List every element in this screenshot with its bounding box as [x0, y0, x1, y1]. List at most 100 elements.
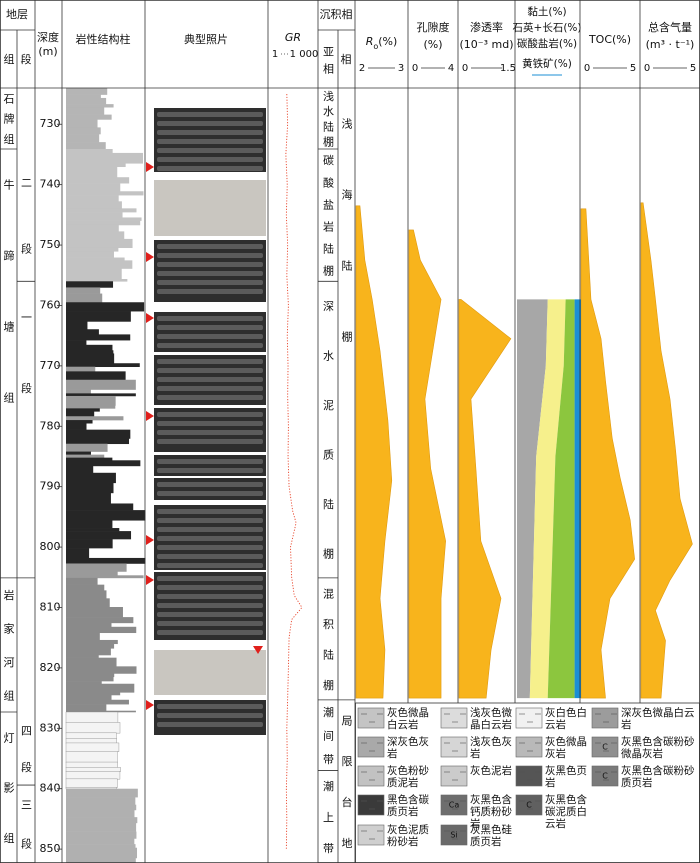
log-unit: (%) — [423, 38, 442, 51]
core-row — [157, 130, 263, 135]
depth-tick-label: 790 — [40, 480, 61, 493]
interval-label: 四段 — [20, 725, 33, 798]
core-row — [157, 621, 263, 626]
lithology-layer — [66, 454, 105, 458]
lithology-layer — [66, 329, 99, 335]
lithology-layer — [66, 809, 135, 818]
log-title: 渗透率 — [470, 20, 503, 34]
lithology-layer — [66, 224, 119, 232]
lithology-layer — [66, 438, 130, 445]
mineral-legend: 黏土(%) — [527, 5, 566, 18]
log-title: 孔隙度 — [417, 20, 450, 34]
lithology-layer — [65, 722, 121, 734]
legend-label: 灰黑色含碳粉砂微晶灰岩 — [621, 736, 695, 760]
lithology-layer — [66, 231, 125, 240]
legend-swatch — [357, 824, 385, 846]
lithology-layer — [66, 673, 115, 678]
interval-label: 二段 — [20, 177, 33, 309]
lithology-layer — [66, 334, 131, 341]
core-row — [157, 262, 263, 267]
lithology-layer — [66, 127, 101, 135]
legend-label: 浅灰色微晶白云岩 — [470, 707, 512, 731]
lithology-layer — [66, 548, 90, 559]
lithology-layer — [65, 738, 117, 744]
core-row — [157, 585, 263, 590]
lithology-layer — [66, 607, 123, 618]
lithology-layer — [66, 183, 121, 192]
lithology-layer — [66, 451, 91, 455]
lithology-layer — [66, 408, 100, 412]
lithology-layer — [66, 563, 127, 572]
lithology-layer — [66, 857, 136, 863]
lithology-layer — [66, 208, 137, 213]
lithology-layer — [66, 584, 105, 591]
lithology-layer — [66, 371, 126, 381]
log-unit: (m³ · t⁻¹) — [646, 38, 695, 51]
lithology-layer — [66, 692, 121, 696]
core-row — [157, 325, 263, 330]
lithology-layer — [66, 395, 116, 406]
subfacies-header: 亚相 — [322, 46, 335, 80]
legend-label: 灰黑色含碳泥质白云岩 — [545, 794, 587, 830]
scale-label: 1 000 — [290, 49, 319, 60]
photo-marker — [146, 252, 154, 262]
log-unit: (10⁻³ md) — [460, 38, 514, 51]
lithology-layer — [66, 238, 133, 249]
legend-label: 灰黑色硅质页岩 — [470, 824, 512, 848]
core-row — [157, 509, 263, 514]
core-row — [157, 536, 263, 541]
lithology-layer — [66, 626, 137, 634]
lithology-layer — [66, 217, 142, 221]
interval-label: 牛蹄塘组 — [2, 178, 15, 463]
core-row — [157, 386, 263, 391]
scale-label: 0 — [412, 63, 418, 74]
core-row — [157, 244, 263, 249]
lithology-layer — [65, 771, 121, 780]
depth-tick-label: 850 — [40, 842, 61, 855]
legend-label: 黑色含碳质页岩 — [387, 794, 429, 818]
legend-swatch — [357, 736, 385, 758]
lithology-layer — [66, 420, 93, 424]
legend-swatch — [440, 765, 468, 787]
lithology-layer — [66, 279, 128, 282]
lithology-layer — [66, 847, 138, 859]
lithology-layer — [66, 302, 145, 312]
legend-label: 灰色泥岩 — [470, 765, 512, 777]
lithology-layer — [66, 710, 136, 713]
core-row — [157, 630, 263, 635]
legend-label: 灰黑色含碳粉砂质页岩 — [621, 765, 695, 789]
scale-label: 4 — [448, 63, 454, 74]
interval-label: 三段 — [20, 799, 33, 863]
lithology-layer — [66, 134, 100, 143]
lithology-layer — [66, 704, 107, 712]
core-row — [157, 316, 263, 321]
lithology-layer — [66, 177, 130, 184]
mineral-legend: 石英+长石(%) — [513, 21, 582, 34]
lithology-layer — [66, 639, 118, 645]
interval-label: 一段 — [20, 311, 33, 453]
interval-label: 碳酸盐岩陆棚 — [322, 153, 335, 287]
core-row — [157, 271, 263, 276]
core-row — [157, 377, 263, 382]
lithology-layer — [66, 577, 98, 585]
lithology-layer — [66, 817, 138, 824]
mineral-area — [529, 299, 566, 699]
lithology-layer — [66, 571, 118, 576]
lithology-layer — [66, 822, 137, 832]
depth-tick-label: 750 — [40, 238, 61, 251]
lithology-layer — [66, 632, 100, 641]
log-area — [580, 208, 635, 699]
lithology-layer — [66, 648, 111, 656]
legend-swatch — [440, 824, 468, 846]
lithology-layer — [66, 416, 124, 421]
photo-marker — [146, 700, 154, 710]
lithology-layer — [66, 575, 144, 579]
interval-label: 潮间带 — [322, 705, 335, 777]
legend-swatch — [440, 736, 468, 758]
core-photo — [154, 180, 266, 236]
lithology-layer — [66, 251, 114, 258]
log-title-sub: o — [373, 42, 378, 51]
depth-header: 深度 — [37, 30, 59, 44]
photo-header: 典型照片 — [184, 32, 228, 46]
lithology-layer — [66, 191, 144, 196]
